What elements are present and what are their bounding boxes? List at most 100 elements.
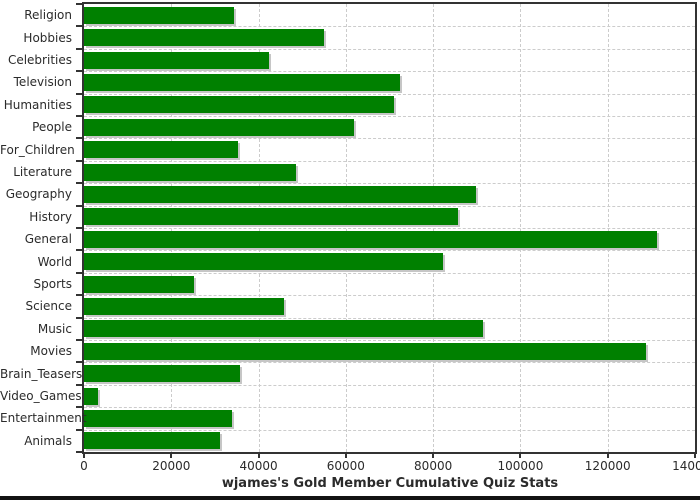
x-axis-tick [519, 452, 522, 458]
gridline-h [84, 205, 695, 207]
chart-title: wjames's Gold Member Cumulative Quiz Sta… [221, 476, 559, 491]
x-axis-tick-label-120000: 120000 [584, 459, 631, 473]
y-axis-label-entertainment: Entertainment [0, 411, 87, 426]
y-axis-label-brain_teasers: Brain_Teasers [0, 366, 83, 381]
y-axis-tick [76, 271, 83, 274]
y-axis-label-animals: Animals [24, 433, 72, 448]
gridline-h [84, 93, 695, 95]
bar-movies [84, 342, 646, 360]
y-axis-label-television: Television [13, 75, 72, 90]
bar-general [84, 230, 657, 248]
y-axis-tick [76, 137, 83, 140]
y-axis-tick [76, 70, 83, 73]
x-axis-tick [432, 452, 435, 458]
y-axis-tick [76, 249, 83, 252]
y-axis-tick [76, 204, 83, 207]
x-axis-tick [83, 452, 85, 458]
gridline-h [84, 48, 695, 50]
x-axis-tick-label-100000: 100000 [497, 459, 544, 473]
gridline-h [84, 340, 695, 341]
x-axis-tick-label-80000: 80000 [414, 459, 453, 473]
y-axis-label-for_children: For_Children [0, 142, 75, 157]
bar-brain_teasers [84, 365, 240, 383]
window-bottom-border [0, 496, 700, 500]
x-axis-tick-label-40000: 40000 [239, 459, 278, 473]
y-axis-label-science: Science [25, 299, 72, 314]
y-axis-label-video_games: Video_Games [0, 389, 82, 403]
gridline-h [84, 384, 695, 386]
x-axis-tick-label-0: 0 [80, 459, 88, 473]
gridline-h [84, 317, 695, 319]
y-axis-label-movies: Movies [30, 344, 72, 359]
y-axis-tick [76, 227, 83, 229]
gridline-h [84, 250, 695, 252]
y-axis-label-literature: Literature [13, 165, 72, 179]
gridline-h [84, 295, 695, 297]
bar-literature [84, 163, 296, 181]
y-axis-tick [76, 47, 83, 50]
y-axis-tick [76, 115, 83, 117]
y-axis-tick [76, 92, 83, 95]
gridline-h [84, 26, 695, 28]
y-axis-tick [76, 451, 83, 453]
bar-science [84, 297, 284, 315]
y-axis-label-general: General [24, 232, 72, 247]
x-axis-tick [606, 452, 609, 458]
gridline-h [84, 116, 695, 117]
y-axis-tick [76, 294, 83, 297]
bar-entertainment [84, 409, 232, 427]
x-axis-tick-label-20000: 20000 [152, 459, 191, 473]
bar-people [84, 118, 354, 136]
y-axis-label-humanities: Humanities [3, 97, 72, 112]
gridline-h [84, 429, 695, 431]
y-axis-tick [76, 383, 83, 386]
x-axis-tick-label-140000: 140000 [672, 459, 700, 473]
bar-music [84, 320, 483, 338]
y-axis-label-religion: Religion [24, 8, 72, 23]
y-axis-label-sports: Sports [33, 277, 72, 291]
y-axis-label-world: World [37, 254, 72, 269]
y-axis-label-celebrities: Celebrities [7, 53, 72, 67]
bar-humanities [84, 96, 394, 114]
y-axis-label-hobbies: Hobbies [23, 30, 72, 45]
bar-geography [84, 185, 476, 203]
gridline-h [84, 71, 695, 73]
y-axis-label-people: People [32, 120, 72, 135]
gridline-h [84, 228, 695, 229]
gridline-h [84, 160, 695, 162]
x-axis-tick [257, 452, 260, 458]
x-axis-tick [694, 452, 696, 458]
x-axis-tick [170, 452, 173, 458]
y-axis-tick [76, 159, 83, 162]
plot-area [82, 2, 697, 454]
y-axis-tick [76, 428, 83, 431]
bar-video_games [84, 387, 98, 405]
y-axis-label-history: History [29, 209, 72, 224]
y-axis-tick [76, 25, 83, 28]
bar-world [84, 253, 443, 271]
bar-hobbies [84, 29, 324, 47]
y-axis-tick [76, 339, 83, 341]
y-axis-tick [76, 361, 83, 364]
gridline-h [84, 407, 695, 409]
x-axis-tick-label-60000: 60000 [326, 459, 365, 473]
bar-religion [84, 6, 234, 24]
gridline-h [84, 138, 695, 140]
bar-history [84, 208, 458, 226]
y-axis-label-music: Music [37, 321, 72, 336]
gridline-h [84, 362, 695, 364]
x-axis-tick [344, 452, 347, 458]
y-axis-tick [76, 3, 83, 5]
y-axis-tick [76, 406, 83, 409]
bar-sports [84, 275, 194, 293]
y-axis-tick [76, 316, 83, 319]
bar-television [84, 73, 400, 91]
bar-celebrities [84, 51, 269, 69]
y-axis-label-geography: Geography [5, 187, 72, 202]
y-axis-tick [76, 182, 83, 185]
bar-animals [84, 432, 220, 450]
gridline-h [84, 272, 695, 274]
bar-for_children [84, 141, 238, 159]
gridline-h [84, 183, 695, 185]
